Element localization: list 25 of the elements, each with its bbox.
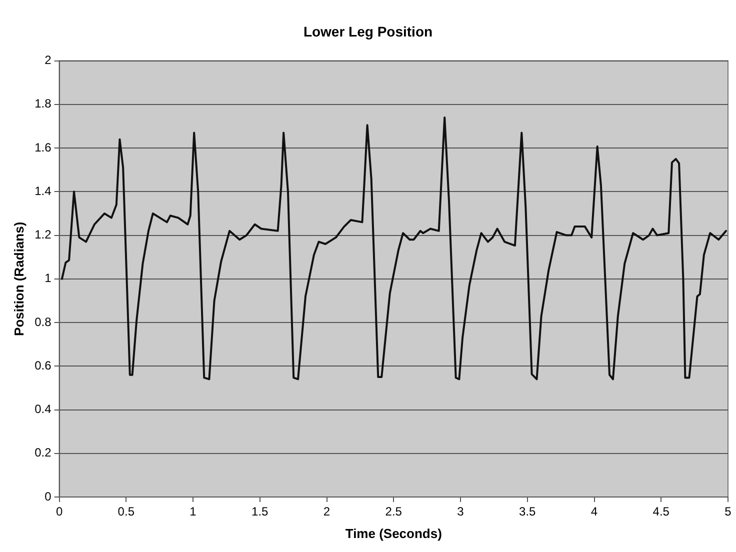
- x-tick-label: 0.5: [118, 504, 135, 519]
- y-tick-label: 0.4: [34, 402, 52, 416]
- x-tick-label: 3.5: [519, 504, 536, 519]
- x-tick-label: 2: [323, 504, 330, 519]
- y-tick-label: 0.8: [34, 314, 52, 329]
- y-tick-label: 0: [44, 489, 52, 504]
- chart-title: Lower Leg Position: [303, 23, 433, 40]
- x-tick-label: 2.5: [385, 504, 402, 519]
- y-tick-label: 1.6: [34, 140, 52, 154]
- x-tick-label: 4.5: [652, 504, 670, 519]
- x-axis-title: Time (Seconds): [345, 526, 442, 541]
- y-tick-label: 2: [44, 53, 52, 68]
- y-axis-title: Position (Radians): [11, 222, 26, 336]
- y-tick-label: 0.2: [34, 446, 52, 460]
- y-tick-label: 1: [44, 271, 52, 286]
- x-tick-label: 3: [457, 504, 464, 519]
- x-tick-label: 1: [190, 504, 197, 519]
- x-tick-label: 4: [590, 504, 598, 519]
- y-tick-label: 1.2: [34, 228, 52, 242]
- x-tick-label: 0: [56, 504, 63, 519]
- y-tick-label: 1.4: [34, 184, 52, 198]
- y-tick-label: 1.8: [34, 96, 52, 111]
- x-tick-label: 1.5: [252, 504, 269, 519]
- y-tick-label: 0.6: [34, 358, 52, 372]
- x-tick-label: 5: [724, 504, 732, 519]
